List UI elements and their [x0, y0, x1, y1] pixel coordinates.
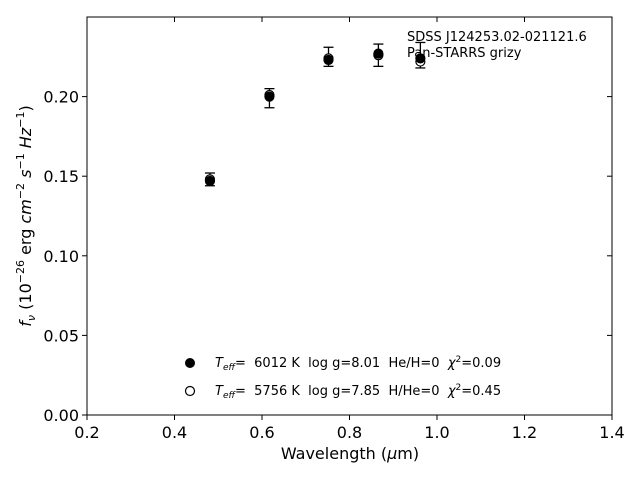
error-bars	[204, 41, 426, 187]
legend-entry-1: Teff= 6012 K log g=8.01 He/H=0 χ2=0.09	[215, 355, 501, 373]
x-tick-label: 0.4	[162, 423, 187, 442]
point-filled	[264, 91, 275, 102]
legend-entry-2: Teff= 5756 K log g=7.85 H/He=0 χ2=0.45	[215, 383, 501, 401]
x-tick-label: 0.8	[337, 423, 362, 442]
y-tick-label: 0.10	[43, 247, 79, 266]
legend-marker-filled	[185, 358, 195, 368]
legend: Teff= 6012 K log g=8.01 He/H=0 χ2=0.09 T…	[184, 355, 501, 401]
y-tick-label: 0.05	[43, 326, 79, 345]
legend-marker-open	[184, 385, 196, 397]
x-tick-label: 1.4	[599, 423, 624, 442]
x-tick-label: 0.6	[249, 423, 274, 442]
point-filled	[415, 53, 426, 64]
x-axis-title: Wavelength (μm)	[281, 444, 419, 463]
x-tick-label: 0.2	[74, 423, 99, 442]
y-tick-label: 0.20	[43, 88, 79, 107]
y-axis-title: fν (10−26 erg cm−2 s−1 Hz−1)	[14, 105, 38, 326]
point-filled	[373, 48, 384, 59]
point-filled	[204, 175, 216, 187]
annotation-object-name: SDSS J124253.02-021121.6	[407, 30, 587, 45]
data-points	[204, 48, 426, 187]
x-tick-label: 1.2	[512, 423, 537, 442]
annotation-survey: Pan-STARRS grizy	[407, 46, 522, 61]
x-tick-label: 1.0	[424, 423, 449, 442]
x-axis-ticks: 0.2 0.4 0.6 0.8 1.0 1.2 1.4	[74, 17, 625, 442]
y-axis-ticks: 0.00 0.05 0.10 0.15 0.20	[43, 88, 612, 425]
y-tick-label: 0.00	[43, 406, 79, 425]
y-tick-label: 0.15	[43, 167, 79, 186]
point-filled	[323, 54, 334, 66]
